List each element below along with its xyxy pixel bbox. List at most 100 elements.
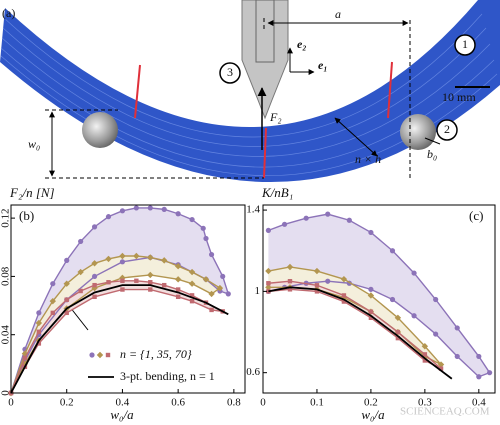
data-point	[91, 260, 98, 267]
data-point	[287, 287, 293, 292]
indenter	[241, 0, 289, 120]
data-point	[202, 276, 210, 283]
data-point	[119, 259, 126, 265]
data-point	[36, 310, 42, 316]
data-point	[265, 284, 272, 291]
data-point	[220, 273, 226, 280]
data-point	[119, 252, 126, 260]
x-tick-label: 0.1	[310, 397, 324, 409]
data-point	[314, 283, 320, 288]
reference-line	[268, 286, 453, 380]
y-axis-label: F₂/n [N]	[9, 185, 55, 200]
data-point	[22, 355, 28, 361]
data-point	[476, 374, 482, 380]
data-point	[433, 331, 439, 337]
legend-label: 3-pt. bending, n = 1	[120, 369, 215, 383]
series-line	[10, 255, 222, 394]
data-point	[92, 282, 97, 288]
data-point	[175, 211, 181, 217]
data-point	[189, 216, 195, 223]
data-point	[147, 205, 153, 211]
data-point	[314, 289, 320, 294]
loop-area	[11, 256, 220, 393]
x-tick-label: 0.8	[227, 397, 241, 409]
data-point	[189, 298, 195, 304]
data-point	[92, 294, 97, 300]
red-marks	[134, 61, 393, 179]
x-tick-label: 0	[260, 397, 266, 409]
loop-area	[268, 214, 490, 377]
x-tick-label: 0.2	[60, 397, 74, 409]
panel-label: (c)	[469, 208, 483, 223]
callout-number: 2	[444, 122, 450, 136]
data-point	[77, 268, 84, 276]
data-point	[433, 296, 439, 303]
y-tick-label: 0.6	[246, 366, 260, 378]
data-point	[411, 313, 417, 319]
y-tick-label: 0.08	[0, 266, 12, 286]
force-label: F₂	[269, 110, 282, 124]
data-point	[50, 310, 55, 316]
scale-label: 10 mm	[442, 90, 476, 104]
data-point	[454, 325, 460, 331]
data-point	[147, 271, 154, 279]
data-point	[119, 208, 126, 214]
data-point	[78, 288, 83, 294]
x-tick-label: 0.4	[116, 397, 130, 409]
data-point	[341, 293, 347, 298]
data-point	[367, 292, 375, 299]
data-point	[389, 248, 396, 254]
x-tick-label: 0.2	[364, 397, 378, 409]
reference-line	[10, 284, 229, 394]
data-point	[35, 319, 43, 327]
callout-circle	[454, 34, 476, 56]
data-point	[133, 252, 140, 260]
data-point	[49, 297, 56, 305]
data-point	[281, 221, 288, 227]
data-point	[368, 229, 374, 236]
data-point	[437, 361, 445, 368]
data-point	[346, 217, 352, 223]
legend-marker	[105, 352, 111, 358]
y-axis-label: K/nB₁	[261, 185, 293, 200]
data-point	[64, 297, 69, 302]
callout-circle	[219, 62, 241, 84]
beam-illustration: (a) a n layers e₂ e₁ 1 2 3 10 mm w₀ F₂ n…	[0, 0, 500, 183]
y-tick-label: 1	[255, 285, 261, 297]
data-point	[389, 296, 396, 303]
indenter-slot	[255, 0, 275, 63]
roller	[400, 114, 436, 150]
data-point	[106, 280, 111, 285]
data-point	[64, 310, 69, 316]
data-point	[454, 353, 460, 360]
data-point	[438, 366, 444, 371]
data-point	[203, 235, 209, 242]
data-point	[147, 254, 154, 261]
width-label: b₀	[427, 147, 437, 161]
data-point	[174, 263, 182, 270]
data-point	[208, 290, 215, 298]
x-tick-label: 0.3	[418, 397, 432, 409]
panel-label: (a)	[2, 6, 15, 20]
data-point	[341, 299, 347, 304]
data-point	[395, 335, 401, 341]
data-point	[188, 268, 196, 276]
legend-marker	[89, 352, 95, 358]
data-point	[208, 251, 215, 258]
data-point	[325, 278, 331, 284]
data-point	[78, 238, 84, 245]
data-point	[189, 293, 195, 298]
y-tick-label: 1.4	[246, 204, 260, 216]
span-label: a	[335, 7, 341, 21]
loop-area	[11, 207, 229, 393]
roller	[82, 112, 118, 148]
data-point	[133, 205, 139, 211]
data-point	[162, 282, 167, 288]
x-axis-label: w₀/a	[110, 407, 134, 422]
data-point	[105, 214, 112, 220]
data-point	[120, 278, 125, 283]
data-point	[265, 227, 271, 234]
data-point	[148, 287, 153, 292]
data-point	[313, 267, 321, 275]
